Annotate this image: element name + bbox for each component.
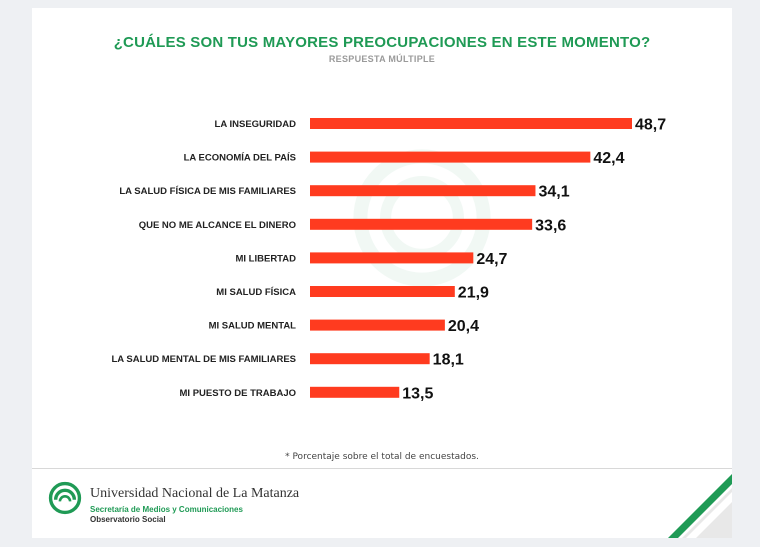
chart-title: ¿CUÁLES SON TUS MAYORES PREOCUPACIONES E…: [113, 34, 651, 51]
value-label: 42,4: [593, 150, 624, 167]
category-label: LA ECONOMÍA DEL PAÍS: [184, 153, 296, 164]
category-label: MI SALUD MENTAL: [209, 321, 297, 332]
value-label: 33,6: [535, 217, 566, 234]
value-label: 20,4: [448, 318, 479, 335]
category-label: QUE NO ME ALCANCE EL DINERO: [139, 220, 296, 231]
slide: ¿CUÁLES SON TUS MAYORES PREOCUPACIONES E…: [32, 8, 732, 538]
chart-subtitle: RESPUESTA MÚLTIPLE: [328, 54, 436, 64]
university-name: Universidad Nacional de La Matanza: [90, 486, 300, 501]
department-name: Secretaría de Medios y Comunicaciones: [90, 505, 243, 514]
bar: [310, 386, 400, 398]
observatory-name: Observatorio Social: [90, 515, 166, 524]
category-label: MI SALUD FÍSICA: [216, 287, 296, 298]
value-label: 13,5: [402, 385, 433, 402]
bar: [310, 218, 533, 230]
category-label: MI PUESTO DE TRABAJO: [180, 388, 296, 399]
bar: [310, 319, 445, 331]
value-label: 21,9: [458, 285, 489, 302]
category-label: MI LIBERTAD: [235, 253, 296, 264]
bar-chart: LA INSEGURIDAD 48,7 LA ECONOMÍA DEL PAÍS 42…: [111, 117, 666, 403]
bar: [310, 118, 632, 129]
footer-divider: [32, 468, 732, 469]
category-label: LA INSEGURIDAD: [215, 119, 297, 130]
value-label: 24,7: [476, 251, 507, 268]
bar: [310, 151, 591, 163]
value-label: 18,1: [433, 352, 464, 369]
value-label: 34,1: [538, 184, 569, 201]
value-label: 48,7: [635, 117, 666, 134]
university-logo-icon: [48, 481, 82, 515]
bar: [310, 353, 430, 365]
bar: [310, 286, 455, 297]
corner-stripes: [668, 474, 732, 538]
category-label: LA SALUD MENTAL DE MIS FAMILIARES: [111, 354, 296, 365]
bar: [310, 252, 474, 264]
bar: [310, 185, 536, 197]
category-label: LA SALUD FÍSICA DE MIS FAMILIARES: [119, 186, 296, 197]
footnote: * Porcentaje sobre el total de encuestad…: [285, 452, 479, 462]
